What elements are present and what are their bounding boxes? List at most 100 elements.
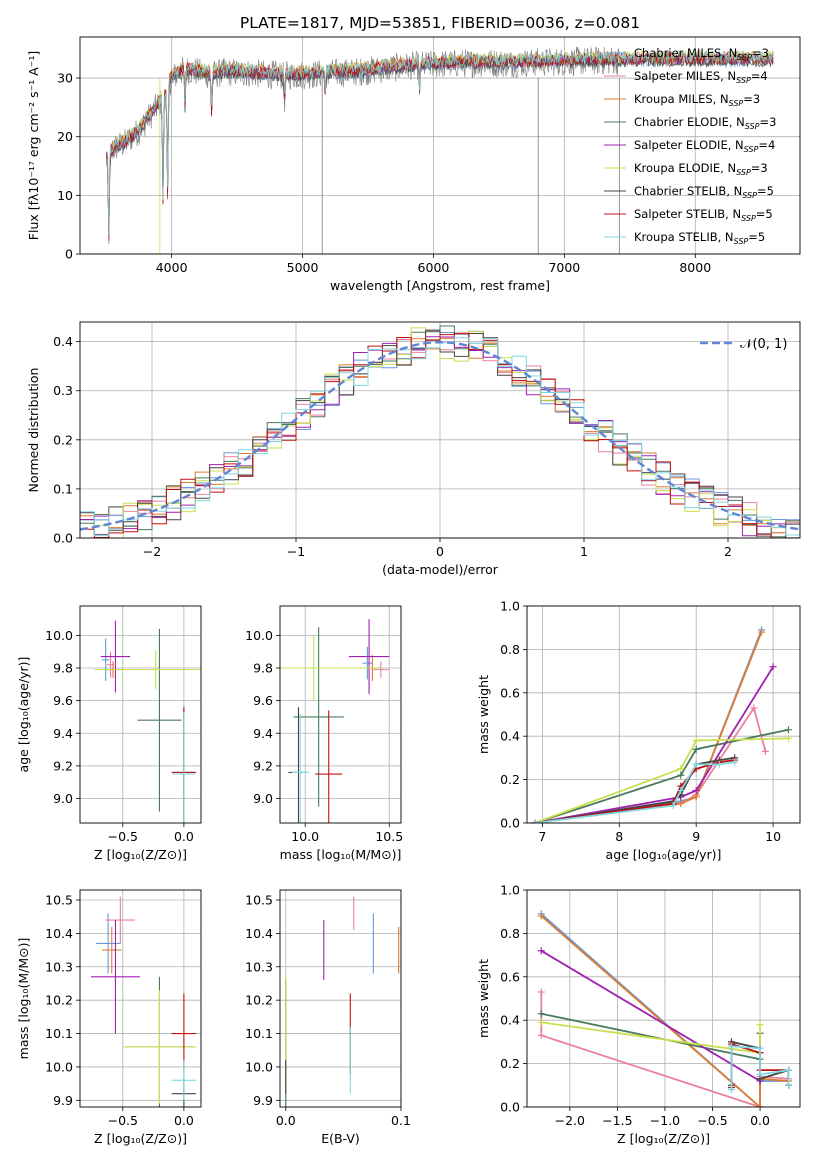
weight-marker	[531, 819, 539, 823]
y-tick-label: 10.5	[45, 893, 73, 908]
y-tick-label: 10.2	[245, 993, 273, 1008]
y-tick-label: 0.2	[500, 772, 520, 787]
y-tick-label: 9.0	[53, 791, 73, 806]
weight-marker	[692, 760, 700, 768]
x-tick-label: −2.0	[555, 1113, 585, 1128]
y-tick-label: 0.1	[53, 481, 73, 496]
gridlines	[280, 890, 402, 1107]
y-tick-label: 30	[57, 71, 73, 86]
weight-marker	[756, 1021, 764, 1029]
y-tick-label: 10.0	[245, 628, 273, 643]
y-tick-label: 10.4	[45, 926, 73, 941]
y-tick-label: 0.0	[500, 1100, 520, 1115]
x-tick-label: −1.0	[650, 1113, 680, 1128]
x-tick-label: 0.0	[750, 1113, 770, 1128]
weight-marker	[677, 765, 685, 773]
x-tick-label: 5000	[287, 260, 319, 275]
y-tick-label: 0.3	[53, 383, 73, 398]
x-tick-label: 7	[538, 829, 546, 844]
legend-label: Kroupa STELIB, NSSP=5	[634, 230, 765, 246]
weight-line	[534, 631, 763, 823]
weight-line	[540, 915, 789, 1107]
age-vs-mass-panel: 10.0 10.5 9.0 9.2 9.4 9.6 9.8 10.0 mass [log₁₀(M…	[245, 605, 403, 862]
y-axis-label: Normed distribution	[26, 368, 41, 493]
legend-label: Kroupa ELODIE, NSSP=3	[634, 161, 768, 177]
weight-marker	[715, 760, 723, 768]
y-tick-label: 9.8	[253, 661, 273, 676]
x-tick-label: 0.0	[174, 829, 194, 844]
axes-frame	[79, 889, 202, 1108]
errorbar-series	[285, 896, 400, 1107]
gridlines	[80, 606, 201, 823]
model-spectrum-line	[105, 51, 774, 242]
y-tick-label: 0.4	[500, 1013, 520, 1028]
y-tick-label: 0.0	[500, 816, 520, 831]
y-tick-label: 0.0	[53, 531, 73, 546]
x-tick-label: 4000	[156, 260, 188, 275]
weight-marker	[537, 1031, 545, 1039]
y-tick-label: 9.8	[53, 661, 73, 676]
y-tick-label: 10.0	[45, 628, 73, 643]
x-axis-label: Z [log₁₀(Z/Z⊙)]	[94, 1131, 187, 1146]
y-axis-label: mass weight	[476, 959, 491, 1038]
y-tick-label: 9.2	[253, 758, 273, 773]
mass-vs-Z-panel: −0.5 0.0 9.9 10.0 10.1 10.2 10.3 10.4 10.5 Z [log…	[16, 889, 202, 1146]
weight-marker	[692, 793, 700, 801]
legend-label: Salpeter STELIB, NSSP=5	[634, 207, 773, 223]
x-tick-label: 9	[692, 829, 700, 844]
y-tick-label: 0.4	[500, 729, 520, 744]
y-tick-label: 0.6	[500, 685, 520, 700]
weight-vs-Z-panel: −2.0 −1.5 −1.0 −0.5 0.0 0.0 0.2 0.4 0.6 0.8 1.0 Z […	[476, 883, 801, 1146]
y-tick-label: 10.1	[45, 1026, 73, 1041]
legend-label: Kroupa MILES, NSSP=3	[634, 92, 760, 108]
y-tick-label: 0.6	[500, 969, 520, 984]
legend-label: Chabrier ELODIE, NSSP=3	[634, 115, 776, 131]
weight-marker	[692, 786, 700, 794]
age-vs-Z-panel: −0.5 0.0 9.0 9.2 9.4 9.6 9.8 10.0 Z [log₁₀(Z/Z⊙)…	[16, 605, 202, 862]
x-axis-label: mass [log₁₀(M/M⊙)]	[280, 847, 402, 862]
x-tick-label: −1.5	[602, 1113, 632, 1128]
y-tick-label: 1.0	[500, 883, 520, 898]
mass-vs-EBV-panel: 0.0 0.1 9.9 10.0 10.1 10.2 10.3 10.4 10.5 E(B-V)	[245, 889, 411, 1146]
x-tick-label: −0.5	[108, 1113, 138, 1128]
weight-marker	[750, 704, 758, 712]
weight-marker	[728, 1042, 736, 1050]
x-tick-label: 8	[615, 829, 623, 844]
y-axis-label: Flux [fλ10⁻¹⁷ erg cm⁻² s⁻¹ A⁻¹]	[26, 51, 41, 240]
y-tick-label: 9.4	[253, 726, 273, 741]
spectrum-panel: 4000 5000 6000 7000 8000 0 10 20 30 wavelength [A…	[26, 36, 801, 293]
y-tick-label: 10.0	[45, 1059, 73, 1074]
y-tick-label: 10.4	[245, 926, 273, 941]
weight-marker	[756, 1070, 764, 1078]
axes-frame	[526, 605, 801, 824]
x-tick-label: 10.0	[291, 829, 319, 844]
y-tick-label: 1.0	[500, 599, 520, 614]
x-axis-label: E(B-V)	[321, 1131, 360, 1146]
axes-frame	[279, 889, 402, 1108]
weight-line	[534, 629, 763, 823]
y-tick-label: 0.2	[53, 432, 73, 447]
figure-title: PLATE=1817, MJD=53851, FIBERID=0036, z=0…	[240, 14, 640, 32]
weight-marker	[537, 947, 545, 955]
legend-label: Salpeter ELODIE, NSSP=4	[634, 138, 775, 154]
x-tick-label: 2	[724, 544, 732, 559]
weight-marker	[669, 802, 677, 810]
weight-marker	[677, 799, 685, 807]
axes-frame	[526, 889, 801, 1108]
spectrum-series	[105, 46, 774, 254]
x-axis-label: (data-model)/error	[382, 562, 499, 577]
errorbar-series	[91, 896, 197, 1107]
model-spectrum-line	[105, 49, 774, 236]
y-tick-label: 0.8	[500, 926, 520, 941]
x-tick-label: 6000	[418, 260, 450, 275]
x-axis-label: Z [log₁₀(Z/Z⊙)]	[617, 1131, 710, 1146]
x-tick-label: 0.0	[276, 1113, 296, 1128]
y-tick-label: 9.4	[53, 726, 73, 741]
legend-label: Chabrier STELIB, NSSP=5	[634, 184, 774, 200]
y-axis-label: mass weight	[476, 675, 491, 754]
spectrum-legend: Chabrier MILES, NSSP=3 Salpeter MILES, NS…	[604, 46, 776, 246]
legend-label: Salpeter MILES, NSSP=4	[634, 69, 768, 85]
axes-frame	[79, 321, 801, 539]
